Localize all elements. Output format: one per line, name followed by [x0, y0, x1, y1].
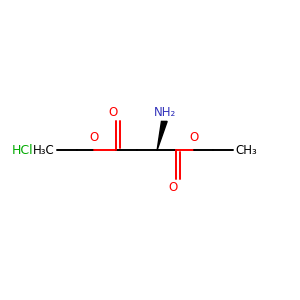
Text: O: O: [90, 131, 99, 144]
Text: O: O: [108, 106, 117, 118]
Text: O: O: [168, 182, 178, 194]
Text: H₃C: H₃C: [33, 143, 55, 157]
Text: HCl: HCl: [12, 143, 34, 157]
Text: NH₂: NH₂: [154, 106, 176, 119]
Text: CH₃: CH₃: [235, 143, 257, 157]
Polygon shape: [157, 122, 167, 150]
Text: O: O: [190, 131, 199, 144]
